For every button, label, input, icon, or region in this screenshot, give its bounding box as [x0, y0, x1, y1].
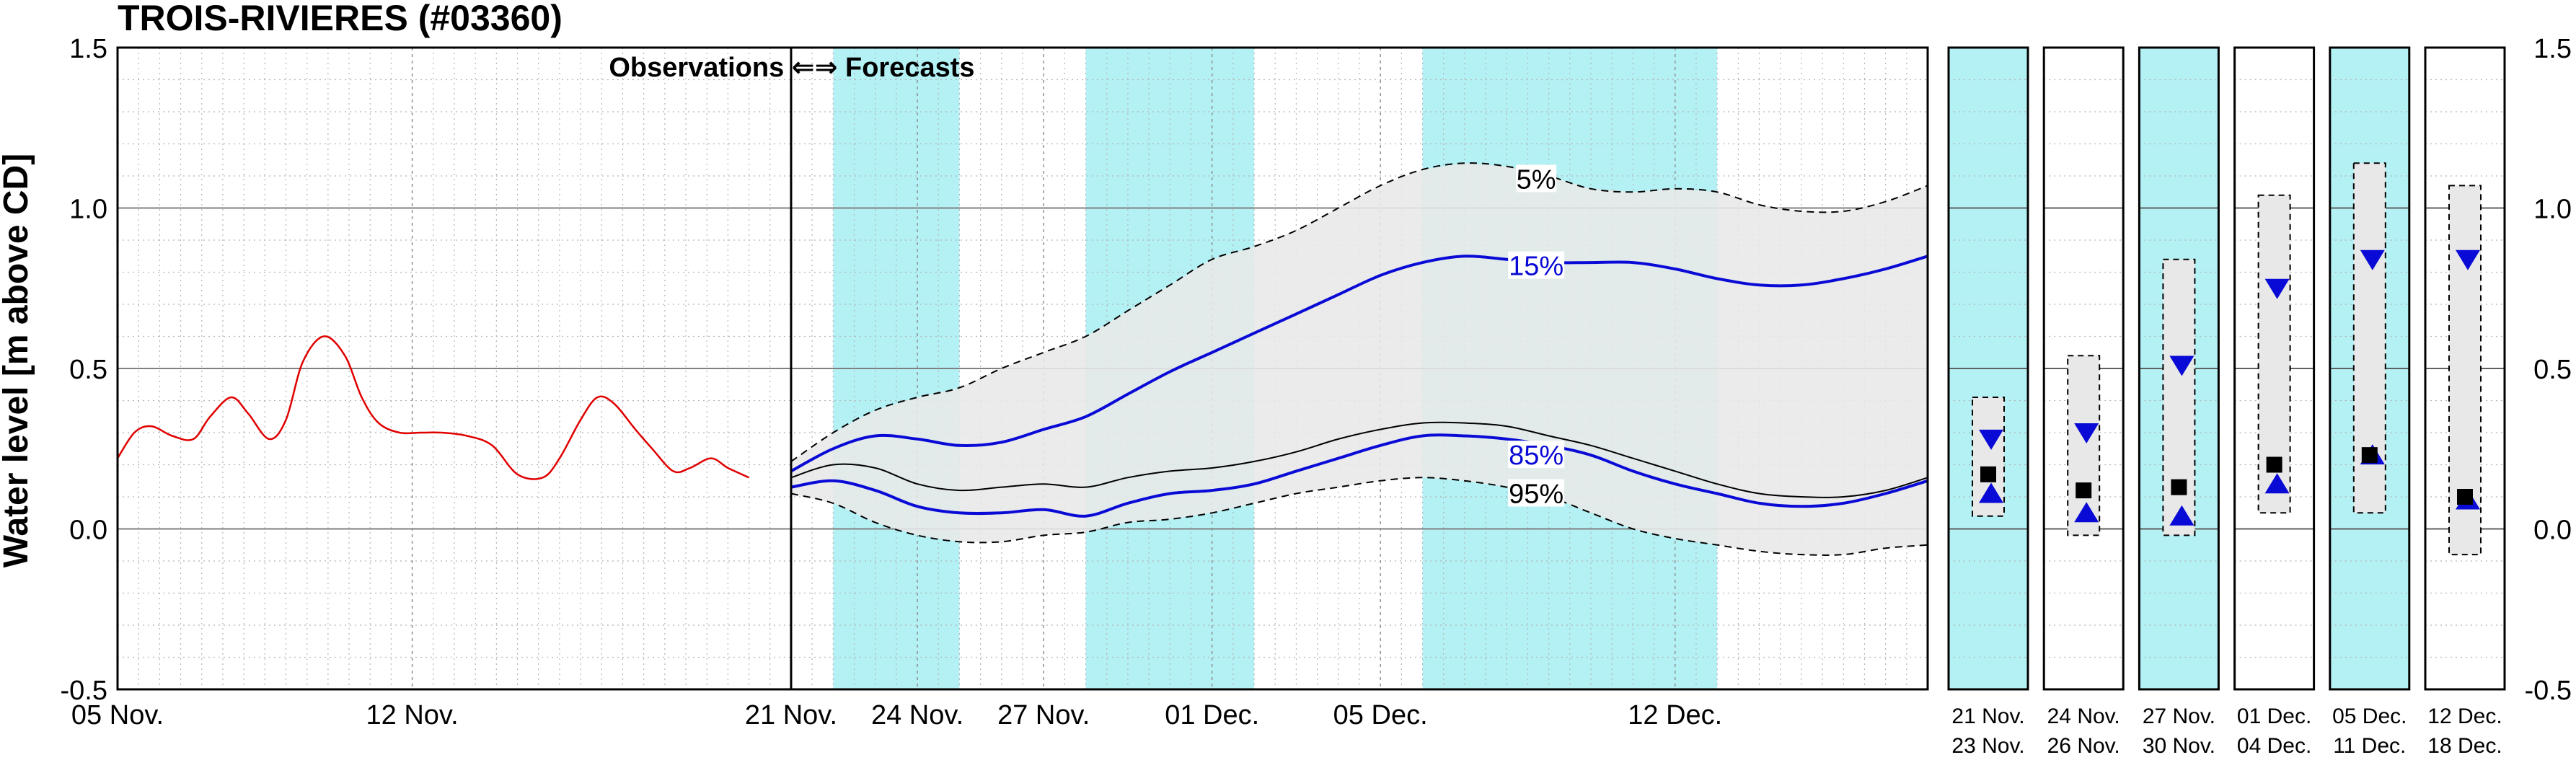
x-tick-label: 27 Nov.: [997, 700, 1090, 730]
period-start-label: 27 Nov.: [2143, 704, 2215, 728]
y-tick-label: 0.5: [69, 355, 107, 385]
period-start-label: 21 Nov.: [1951, 704, 2024, 728]
x-tick-label: 01 Dec.: [1165, 700, 1259, 730]
period-range-box: [2067, 355, 2101, 536]
main-plot: 5% 15% 85% 95% Observations ⇐⇒ Forecasts -0.5…: [61, 34, 1929, 730]
curve-label-background: [1516, 164, 1557, 193]
x-tick-label: 05 Dec.: [1333, 700, 1428, 730]
right-y-tick-label: 0.0: [2533, 516, 2572, 546]
period-low-marker: [2169, 505, 2195, 526]
period-panel-frame: [2233, 46, 2316, 691]
period-end-label: 23 Nov.: [1951, 734, 2024, 758]
curve-label: 95%: [1509, 480, 1563, 510]
period-high-marker: [2074, 423, 2099, 443]
y-tick-label: 1.5: [69, 34, 107, 64]
percentile-band: [791, 163, 1928, 555]
chart-title: TROIS-RIVIERES (#03360): [118, 0, 563, 38]
x-tick-label: 05 Nov.: [71, 700, 164, 730]
right-y-tick-label: 0.5: [2533, 355, 2572, 385]
period-low-marker: [2074, 502, 2099, 523]
period-panel-frame: [1947, 46, 2029, 691]
period-end-label: 11 Dec.: [2333, 734, 2406, 758]
right-y-tick-label: -0.5: [2525, 676, 2572, 706]
period-high-marker: [2456, 249, 2480, 270]
period-median-marker: [1980, 466, 1996, 482]
divider-label: Observations ⇐⇒ Forecasts: [609, 53, 974, 83]
period-panel-frame: [2138, 46, 2220, 691]
period-median-marker: [2076, 482, 2092, 499]
right-y-tick-label: 1.0: [2533, 195, 2572, 225]
period-low-marker: [1979, 482, 2003, 503]
period-panels: 21 Nov. 23 Nov. 24 Nov. 26 Nov. 27 Nov. 30 No…: [1947, 34, 2572, 758]
period-start-label: 24 Nov.: [2047, 704, 2120, 728]
period-panel-frame: [2329, 46, 2411, 691]
x-tick-label: 12 Nov.: [366, 700, 459, 730]
period-start-label: 05 Dec.: [2332, 704, 2407, 728]
period-start-label: 01 Dec.: [2237, 704, 2311, 728]
period-end-label: 26 Nov.: [2047, 734, 2120, 758]
series-line-median: [790, 421, 1928, 498]
y-tick-label: 1.0: [69, 195, 107, 225]
curve-label: 15%: [1509, 252, 1563, 282]
curve-label-background: [1508, 479, 1565, 507]
period-high-marker: [2360, 249, 2385, 270]
curve-label: 85%: [1509, 441, 1563, 471]
period-panel-frame: [2424, 46, 2506, 691]
curve-label-background: [1508, 251, 1565, 279]
x-tick-label: 24 Nov.: [871, 700, 963, 730]
y-axis-label: Water level [m above CD]: [0, 154, 35, 567]
period-panel-frame: [2042, 46, 2125, 691]
period-median-marker: [2171, 479, 2187, 495]
period-median-marker: [2266, 456, 2282, 473]
period-end-label: 30 Nov.: [2143, 734, 2215, 758]
plot-frame: [116, 46, 1929, 691]
period-end-label: 18 Dec.: [2427, 734, 2502, 758]
y-tick-label: 0.0: [69, 516, 107, 546]
period-high-marker: [2169, 355, 2195, 376]
curve-label-background: [1508, 441, 1565, 469]
right-y-tick-label: 1.5: [2533, 34, 2572, 64]
x-tick-label: 12 Dec.: [1628, 700, 1722, 730]
series-line-5pct: [790, 162, 1928, 462]
curve-label: 5%: [1517, 164, 1556, 195]
period-high-marker: [1979, 429, 2003, 450]
series-line-15pct: [790, 255, 1928, 473]
series-line-85pct: [790, 433, 1928, 518]
period-median-marker: [2457, 489, 2473, 505]
period-low-marker: [2264, 473, 2290, 494]
series-line-observations: [116, 335, 750, 480]
period-median-marker: [2361, 447, 2378, 464]
period-high-marker: [2264, 278, 2290, 299]
period-end-label: 04 Dec.: [2237, 734, 2311, 758]
period-start-label: 12 Dec.: [2427, 704, 2502, 728]
series-line-95pct: [790, 477, 1928, 556]
x-tick-label: 21 Nov.: [745, 700, 837, 730]
y-tick-label: -0.5: [61, 676, 107, 706]
